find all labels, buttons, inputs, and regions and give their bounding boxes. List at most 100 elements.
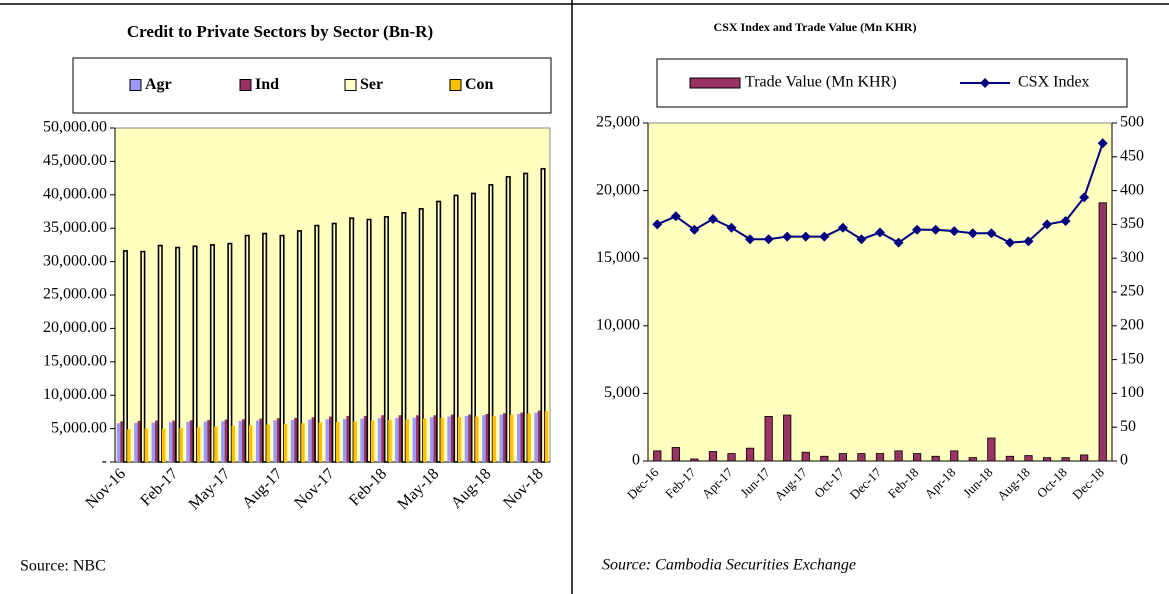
y2-tick-label: 50 [1120,418,1136,435]
bar [503,413,507,462]
bar [416,415,420,462]
bar [314,224,320,463]
y-tick-label: 20,000.00 [43,319,107,336]
x-tick-label: Dec-16 [624,464,662,502]
bar [405,419,410,462]
x-tick-label: Jun-17 [737,464,773,500]
y-tick-label: 10,000 [596,316,640,333]
marker [800,231,811,242]
bar [485,413,490,462]
bar [968,457,977,462]
bar [395,417,399,462]
x-tick-label: Aug-18 [994,465,1033,504]
bar [482,415,486,462]
bar [475,416,479,462]
chart-title: Credit to Private Sectors by Sector (Bn-… [127,22,433,41]
y-tick-label: 40,000.00 [43,185,107,202]
bar [381,415,385,462]
bar [366,218,372,463]
y-tick-label: 10,000.00 [43,386,107,403]
bar [950,450,959,462]
bar [244,234,250,463]
bar [290,419,295,462]
x-tick-label: Feb-17 [662,464,699,501]
bar [151,422,156,462]
bar [727,453,736,462]
bar [231,425,236,462]
bar [279,234,285,463]
bar [534,412,538,462]
bar [296,230,302,463]
legend-label: Agr [145,76,172,93]
x-tick-label: Aug-17 [239,465,286,512]
bar [505,175,511,463]
bar [209,244,215,463]
bar [509,414,514,462]
bar [499,414,504,462]
bar [1042,457,1052,462]
bar [1080,454,1089,462]
bar [325,419,330,462]
bar [335,421,340,462]
legend-marker [980,78,990,88]
bar [1098,202,1107,462]
marker [652,219,663,230]
bar [283,423,288,462]
y-tick-label: 5,000.00 [51,419,107,436]
bar [540,167,546,463]
y-tick-label: 15,000.00 [43,352,107,369]
bar [273,420,277,462]
bar [353,421,357,462]
bar [987,437,996,462]
y-tick-label: 5,000 [604,384,640,401]
bar [838,453,847,462]
legend-swatch [449,79,462,91]
source: Source: Cambodia Securities Exchange [602,557,856,574]
bar [671,447,680,462]
bar [120,421,124,462]
marker [707,213,718,224]
x-tick-label: Feb-18 [346,465,390,509]
bar [308,419,312,462]
bar [544,411,549,462]
x-tick-label: May-18 [394,465,442,513]
x-tick-label: Dec-18 [1069,465,1107,503]
bar [116,423,121,462]
bar [377,418,382,462]
bar [708,451,718,462]
bar [349,217,355,463]
bar [450,414,455,462]
y2-tick-label: 150 [1120,350,1144,367]
bar [207,419,211,462]
bar [248,425,253,462]
bar [127,429,131,462]
bar [875,453,885,462]
bar [820,455,829,462]
bar [346,415,350,462]
x-tick-label: Aug-18 [448,465,495,512]
y-tick-label: 15,000 [596,249,640,266]
bar [1005,455,1015,462]
bar [401,212,407,463]
bar [894,450,903,462]
marker [670,211,681,222]
bar [224,419,229,462]
bar [457,417,462,462]
bar [342,418,347,462]
y2-tick-label: 250 [1120,283,1144,300]
marker [1023,236,1034,247]
bar [857,453,866,462]
bar [801,451,810,462]
bar [331,222,337,463]
bar [931,455,940,462]
y2-tick-label: 100 [1120,384,1144,401]
marker [689,224,700,235]
bar [690,458,699,462]
bar [520,412,524,462]
x-tick-label: Oct-17 [811,464,847,500]
bar [383,216,389,463]
bar [1061,457,1070,462]
y-tick-label: - [102,453,107,470]
bar [221,421,225,462]
bar [155,420,159,462]
